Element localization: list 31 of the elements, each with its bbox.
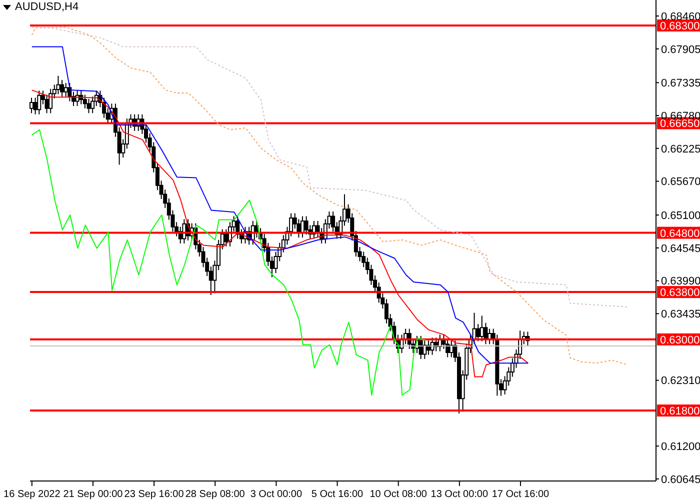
- x-tick-label: 21 Sep 00:00: [63, 489, 124, 500]
- candlestick: [384, 298, 388, 324]
- y-tick-label: 0.63435: [661, 308, 700, 321]
- y-tick-label: 0.65100: [661, 210, 700, 222]
- y-tick-label: 0.60645: [661, 474, 700, 486]
- x-tick-label: 17 Oct 16:00: [492, 489, 550, 500]
- x-tick-label: 13 Oct 00:00: [430, 489, 488, 500]
- x-tick-label: 28 Sep 08:00: [185, 489, 246, 500]
- line-series: [31, 46, 529, 364]
- y-tick-label: 0.67335: [661, 78, 700, 90]
- x-tick-label: 16 Sep 2022: [4, 489, 61, 500]
- x-tick-label: 5 Oct 16:00: [311, 489, 364, 500]
- x-tick-label: 10 Oct 08:00: [370, 489, 428, 500]
- y-tick-label: 0.62310: [661, 375, 700, 388]
- y-tick-label: 0.63990: [661, 276, 700, 288]
- ref-line-label: 0.61800: [660, 406, 700, 418]
- ref-line-label: 0.68300: [660, 20, 700, 32]
- ref-line-label: 0.63800: [660, 287, 700, 300]
- y-tick-label: 0.66225: [661, 143, 700, 156]
- y-tick-label: 0.67905: [661, 44, 700, 56]
- line-series: [31, 26, 628, 366]
- ref-line-label: 0.64800: [660, 228, 700, 240]
- line-series: [31, 129, 426, 396]
- y-tick-label: 0.65670: [661, 176, 700, 188]
- chart-title: AUDUSD,H4: [15, 1, 79, 13]
- y-tick-label: 0.64545: [661, 242, 700, 255]
- ref-line-label: 0.63000: [660, 334, 700, 346]
- line-series: [31, 26, 628, 308]
- x-tick-label: 23 Sep 16:00: [124, 489, 184, 500]
- y-tick-label: 0.61200: [661, 440, 700, 453]
- x-tick-label: 3 Oct 00:00: [250, 489, 302, 500]
